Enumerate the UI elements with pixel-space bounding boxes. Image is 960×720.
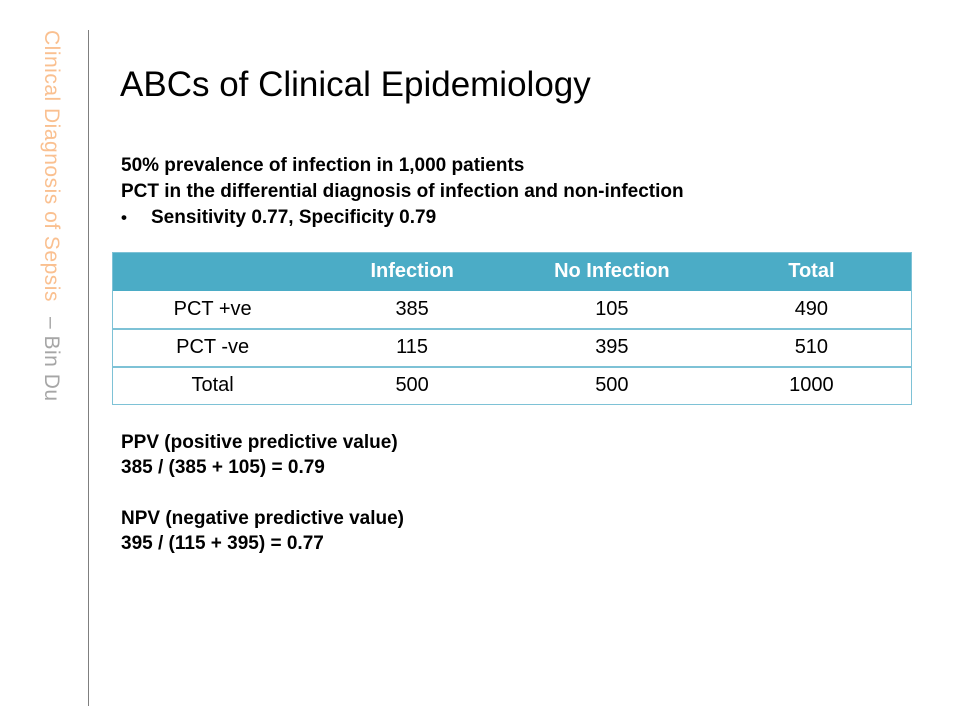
ppv-formula: 385 / (385 + 105) = 0.79: [121, 457, 325, 478]
header-cell-total: Total: [711, 252, 912, 291]
cell-value: 105: [512, 290, 712, 329]
row-label: PCT -ve: [112, 327, 313, 367]
header-cell-no-infection: No Infection: [512, 252, 712, 291]
intro-text-block: 50% prevalence of infection in 1,000 pat…: [121, 153, 684, 231]
deck-vertical-title: Clinical Diagnosis of Sepsis – Bin Du: [36, 30, 66, 690]
sidebar-divider-line: [88, 30, 89, 706]
ppv-heading: PPV (positive predictive value): [121, 432, 398, 453]
table-row: Total 500 500 1000: [112, 365, 912, 405]
table-row: PCT -ve 115 395 510: [112, 327, 912, 367]
row-label: Total: [112, 365, 313, 405]
cell-value: 490: [711, 290, 912, 329]
intro-line-pct: PCT in the differential diagnosis of inf…: [121, 181, 684, 202]
contingency-table: Infection No Infection Total PCT +ve 385…: [112, 252, 912, 405]
cell-value: 395: [512, 327, 712, 367]
slide-title: ABCs of Clinical Epidemiology: [120, 65, 591, 104]
intro-bullet-text: Sensitivity 0.77, Specificity 0.79: [151, 207, 437, 228]
header-cell-empty: [112, 252, 313, 291]
table-row: PCT +ve 385 105 490: [112, 290, 912, 329]
table-header-row: Infection No Infection Total: [112, 252, 912, 291]
intro-bullet-row: • Sensitivity 0.77, Specificity 0.79: [121, 205, 684, 231]
bullet-icon: •: [121, 208, 127, 227]
npv-formula: 395 / (115 + 395) = 0.77: [121, 533, 324, 554]
cell-value: 510: [711, 327, 912, 367]
deck-title-text: Clinical Diagnosis of Sepsis: [40, 30, 63, 302]
ppv-block: PPV (positive predictive value) 385 / (3…: [121, 430, 398, 480]
cell-value: 500: [312, 365, 512, 405]
cell-value: 500: [512, 365, 712, 405]
cell-value: 385: [312, 290, 512, 329]
cell-value: 1000: [711, 365, 912, 405]
npv-heading: NPV (negative predictive value): [121, 508, 404, 529]
row-label: PCT +ve: [112, 290, 313, 329]
header-cell-infection: Infection: [312, 252, 512, 291]
npv-block: NPV (negative predictive value) 395 / (1…: [121, 506, 404, 556]
cell-value: 115: [312, 327, 512, 367]
intro-line-prevalence: 50% prevalence of infection in 1,000 pat…: [121, 155, 525, 176]
deck-author-text: – Bin Du: [40, 317, 63, 402]
